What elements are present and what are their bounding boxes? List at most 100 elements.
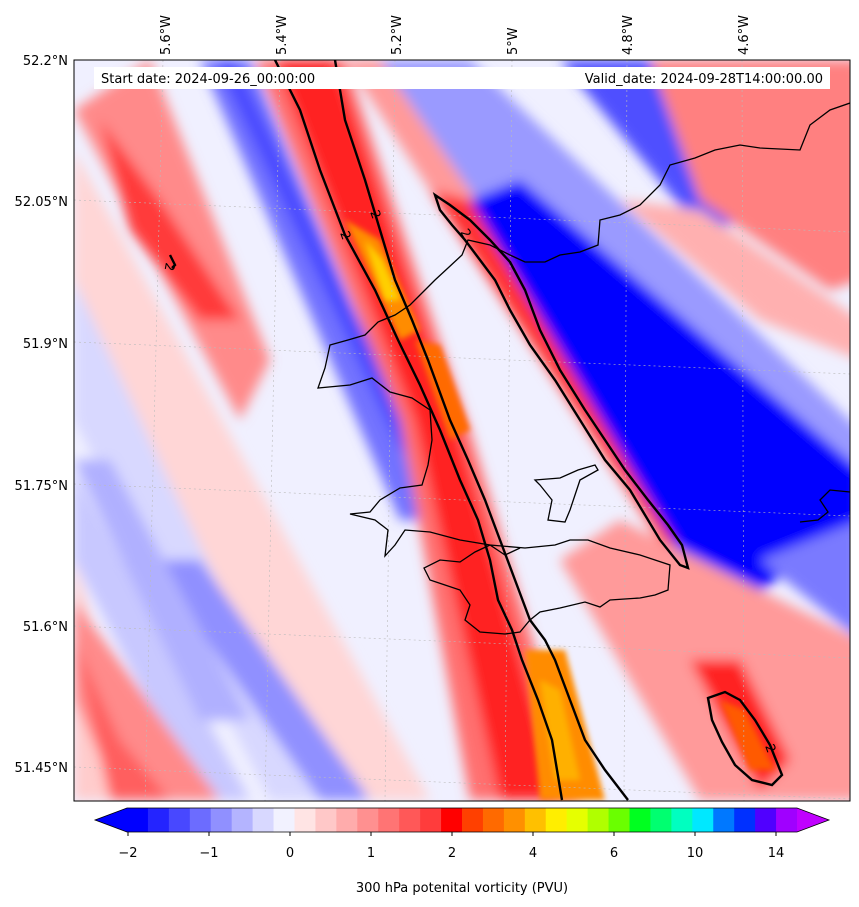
colorbar-cell: [587, 808, 610, 832]
pv-core-orange-south-inner: [540, 680, 580, 780]
colorbar-cells: [127, 808, 798, 832]
contour-small-west: [168, 254, 177, 269]
pv-band-blue-se: [760, 524, 850, 632]
pv-band-blue-core: [470, 180, 850, 620]
colorbar-cell: [252, 808, 275, 832]
vorticity-field: [74, 60, 850, 800]
colorbar-cell: [524, 808, 547, 832]
map-frame: [73, 59, 851, 802]
meridian-line: [264, 60, 281, 801]
pv-band-pink-ne: [620, 200, 850, 356]
colorbar-cell: [127, 808, 149, 832]
colorbar-tick-label: −1: [199, 846, 218, 861]
meridian-line: [144, 60, 164, 801]
colorbar-cell: [399, 808, 421, 832]
colorbar-cell: [734, 808, 756, 832]
colorbar-cell: [608, 808, 630, 832]
colorbar-cell: [566, 808, 589, 832]
pv-core-yellow: [365, 240, 400, 300]
colorbar-tick-label: 0: [286, 846, 294, 861]
colorbar-cell: [755, 808, 777, 832]
colorbar-cell: [776, 808, 798, 832]
meridian-line: [504, 60, 513, 801]
colorbar-under-arrow: [95, 808, 127, 832]
valid-date-text: Valid_date: 2024-09-28T14:00:00.00: [585, 72, 823, 87]
colorbar-cell: [336, 808, 358, 832]
colorbar-cell: [671, 808, 693, 832]
pv-band-red-west-core: [100, 120, 240, 320]
longitude-labels: 5.6°W 5.4°W 5.2°W 5°W 4.8°W 4.6°W: [159, 15, 752, 55]
colorbar-tick-label: 14: [768, 846, 785, 861]
header-box: [94, 67, 830, 89]
colorbar-cell: [692, 808, 714, 832]
start-date-text: Start date: 2024-09-26_00:00:00: [101, 72, 315, 87]
pv-band-red-sw-core: [74, 640, 170, 800]
contour-main-east: [333, 60, 629, 801]
pv-band-red-ne: [650, 60, 850, 290]
lat-label: 52.2°N: [23, 54, 68, 69]
colorbar-cell: [545, 808, 568, 832]
coastline-wales: [317, 102, 850, 635]
lat-label: 51.45°N: [15, 761, 68, 776]
pv-band-blue-sw-2: [74, 460, 250, 720]
colorbar-over-arrow: [797, 808, 829, 832]
colorbar-cell: [231, 808, 254, 832]
lon-label: 5.6°W: [159, 15, 174, 55]
lat-label: 52.05°N: [15, 195, 68, 210]
meridian-line: [623, 60, 628, 801]
colorbar-cell: [210, 808, 233, 832]
contour-se-blob: [706, 690, 784, 787]
colorbar-cell: [315, 808, 337, 832]
colorbar-tick-label: −2: [118, 846, 137, 861]
colorbar-cell: [273, 808, 295, 832]
colorbar-tick-label: 2: [448, 846, 456, 861]
meridian-line: [741, 60, 745, 801]
coastline-inlet: [533, 464, 599, 523]
colorbar-cell: [189, 808, 212, 832]
contour-main-west: [273, 60, 564, 801]
colorbar-tick-label: 10: [687, 846, 704, 861]
colorbar-cell: [650, 808, 672, 832]
latitude-labels: 52.2°N 52.05°N 51.9°N 51.75°N 51.6°N 51.…: [15, 54, 68, 776]
pv-band-pale-red: [74, 150, 430, 800]
pv2-contours: [168, 60, 784, 801]
pv-band-blue-west-core: [215, 60, 420, 450]
lat-label: 51.9°N: [23, 337, 68, 352]
colorbar-cell: [378, 808, 400, 832]
lat-label: 51.6°N: [23, 620, 68, 635]
pv-band-main: [275, 60, 560, 800]
graticule: [74, 60, 850, 801]
colorbar-cell: [420, 808, 442, 832]
pv-band-blue-sw: [150, 560, 370, 800]
meridian-line: [384, 60, 396, 801]
colorbar: −2 −1 0 1 2 4 6 10 14 300 hPa potenital …: [93, 807, 831, 896]
colorbar-outline: [93, 807, 831, 833]
colorbar-cell: [441, 808, 463, 832]
colorbar-cell: [713, 808, 735, 832]
colorbar-cell: [294, 808, 316, 832]
colorbar-cell: [482, 808, 505, 832]
colorbar-tick-label: 6: [610, 846, 618, 861]
map-panel: 2 2 2 2 2 Start date: 2024-09-26_00:00:0…: [74, 60, 850, 801]
colorbar-cell: [357, 808, 379, 832]
coastlines: [317, 102, 850, 635]
colorbar-cell: [462, 808, 484, 832]
contour-east-band: [432, 192, 690, 570]
colorbar-tick-label: 1: [367, 846, 375, 861]
colorbar-cell: [503, 808, 526, 832]
lon-label: 4.6°W: [737, 15, 752, 55]
lon-label: 4.8°W: [621, 15, 636, 55]
lon-label: 5°W: [506, 27, 521, 55]
lon-label: 5.2°W: [390, 15, 405, 55]
colorbar-ticks: −2 −1 0 1 2 4 6 10 14: [118, 832, 784, 861]
coastline-east: [799, 489, 850, 523]
pv-core-orange-se: [720, 700, 775, 770]
colorbar-title: 300 hPa potenital vorticity (PVU): [356, 881, 568, 896]
colorbar-cell: [629, 808, 651, 832]
lon-label: 5.4°W: [275, 15, 290, 55]
colorbar-cell: [147, 808, 170, 832]
colorbar-cell: [168, 808, 191, 832]
colorbar-tick-label: 4: [529, 846, 537, 861]
contour-label: 2: [161, 261, 177, 272]
